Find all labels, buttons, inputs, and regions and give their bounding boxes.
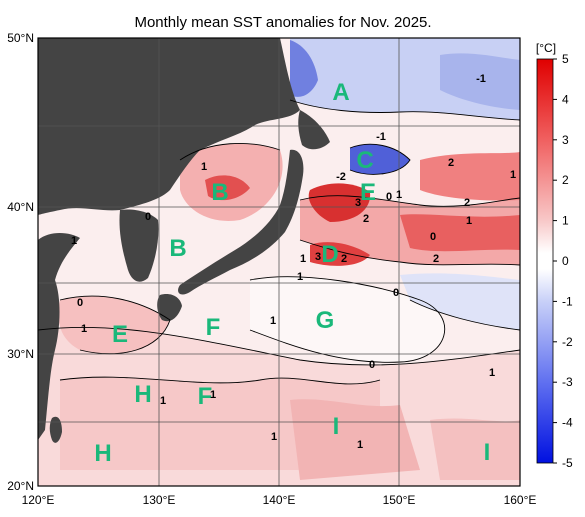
region-label-f-north: F [206, 314, 221, 341]
warm-core-b-north [205, 175, 250, 201]
contour-label: 1 [357, 439, 363, 451]
x-tick-120: 120°E [22, 493, 55, 507]
contour-lines [38, 99, 520, 385]
y-tick-20: 20°N [7, 479, 34, 493]
region-label-b-south: B [169, 235, 186, 262]
contour-label: 1 [297, 271, 303, 283]
contour-label: 0 [77, 297, 83, 309]
land-hokkaido [298, 110, 330, 150]
contour-label: 0 [430, 231, 436, 243]
colorbar-tick-label: -3 [562, 375, 573, 389]
y-tick-40: 40°N [7, 200, 34, 214]
region-label-c: C [356, 147, 373, 174]
region-label-i-west: I [333, 413, 340, 440]
colorbar-tick-label: 2 [562, 173, 569, 187]
warm-area-north-east [420, 152, 520, 201]
contour-label: 2 [363, 213, 369, 225]
colorbar-tick-label: -5 [562, 456, 573, 470]
region-label-f-south: F [198, 383, 213, 410]
cool-core-c [350, 144, 410, 175]
contour-label: 1 [270, 315, 276, 327]
x-tick-150: 150°E [383, 493, 416, 507]
region-label-a: A [332, 79, 349, 106]
contour-label: 1 [71, 235, 77, 247]
contour-label: 1 [396, 189, 402, 201]
x-tick-160: 160°E [504, 493, 537, 507]
contour-label: 2 [341, 253, 347, 265]
region-label-h-north: H [134, 381, 151, 408]
contour-label: 0 [369, 359, 375, 371]
colorbar-ticks: 5 4 3 2 1 0 -1 -2 -3 -4 -5 [553, 52, 573, 470]
contour-label: 3 [355, 197, 361, 209]
region-label-d: D [321, 241, 338, 268]
contour-label: 0 [145, 211, 151, 223]
region-label-h-south: H [94, 440, 111, 467]
colorbar-tick-label: 5 [562, 52, 569, 66]
neutral-area-g [250, 276, 445, 363]
colorbar-tick-label: 1 [562, 214, 569, 228]
chart-title: Monthly mean SST anomalies for Nov. 2025… [134, 14, 431, 31]
land-continent-north [38, 38, 300, 215]
contour-label: 0 [386, 191, 392, 203]
contour-label: 1 [300, 253, 306, 265]
contour-label: 1 [160, 395, 166, 407]
cool-area-sakhalin [290, 40, 318, 97]
y-tick-50: 50°N [7, 31, 34, 45]
contour-label: 1 [210, 389, 216, 401]
contour-value-labels: -1 -1 2 1 -2 0 1 2 2 1 0 2 3 3 2 1 0 1 0… [71, 73, 516, 451]
warm-area-e [58, 296, 170, 354]
land-honshu [178, 149, 304, 295]
contour-label: 1 [466, 215, 472, 227]
warm-area-i-east [430, 418, 520, 480]
region-labels: A B B C D E E F F G H H I I [94, 79, 490, 467]
contour-label: -2 [336, 171, 346, 183]
land-kyushu [157, 294, 182, 322]
contour-label: 3 [315, 251, 321, 263]
colorbar-tick-label: -2 [562, 335, 573, 349]
contour-label: 2 [464, 197, 470, 209]
contour-label: 1 [510, 169, 516, 181]
gridlines [38, 38, 520, 486]
colorbar: [°C] 5 4 3 2 1 0 -1 -2 -3 -4 -5 [536, 41, 573, 470]
contour-label: 1 [201, 161, 207, 173]
colorbar-tick-label: 4 [562, 92, 569, 106]
contour-label: 1 [489, 367, 495, 379]
cool-area-east [400, 273, 520, 330]
region-label-e-east: E [360, 179, 376, 206]
warm-area-i [290, 399, 420, 480]
y-tick-30: 30°N [7, 347, 34, 361]
cool-area-okhotsk-core [440, 53, 520, 110]
region-label-e-west: E [112, 321, 128, 348]
colorbar-gradient [536, 58, 554, 464]
contour-label: 1 [271, 431, 277, 443]
contour-label: 2 [433, 253, 439, 265]
land-korea [119, 209, 159, 282]
colorbar-unit: [°C] [536, 41, 556, 55]
plot-frame [37, 37, 521, 487]
warm-core-e [308, 183, 371, 222]
contour-label: 2 [448, 157, 454, 169]
region-label-i-east: I [484, 439, 491, 466]
land-taiwan [49, 416, 62, 443]
region-label-b-north: B [211, 179, 228, 206]
contour-label: -1 [376, 131, 386, 143]
contour-label: 0 [393, 287, 399, 299]
warm-band-core [400, 214, 520, 252]
contour-label: -1 [476, 73, 486, 85]
colorbar-tick-label: -4 [562, 416, 573, 430]
region-label-g: G [316, 307, 335, 334]
plot-area [38, 38, 520, 486]
colorbar-tick-label: 3 [562, 133, 569, 147]
land-continent-china [38, 233, 80, 440]
colorbar-tick-label: 0 [562, 254, 569, 268]
contour-label: 1 [81, 323, 87, 335]
x-tick-130: 130°E [143, 493, 176, 507]
colorbar-tick-label: -1 [562, 294, 573, 308]
x-tick-140: 140°E [263, 493, 296, 507]
